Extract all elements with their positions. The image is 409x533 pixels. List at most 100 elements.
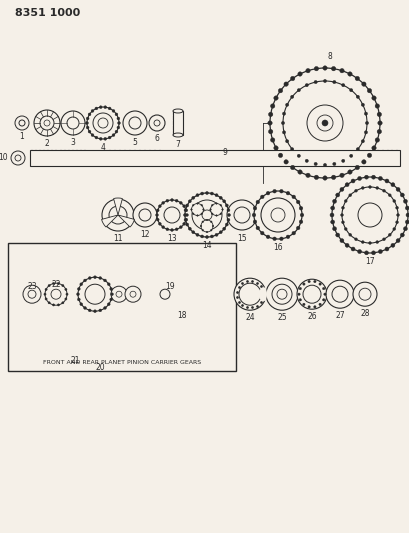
Circle shape xyxy=(313,280,315,282)
Circle shape xyxy=(44,120,50,126)
Circle shape xyxy=(348,194,351,197)
Circle shape xyxy=(156,209,159,212)
Circle shape xyxy=(215,193,218,197)
Circle shape xyxy=(117,122,120,124)
Circle shape xyxy=(65,288,67,290)
Circle shape xyxy=(318,303,321,305)
Circle shape xyxy=(349,88,352,92)
Circle shape xyxy=(313,305,315,308)
Bar xyxy=(30,150,399,166)
Circle shape xyxy=(360,140,364,143)
Circle shape xyxy=(188,227,191,230)
Circle shape xyxy=(299,206,302,210)
Circle shape xyxy=(297,170,301,174)
Circle shape xyxy=(297,72,301,76)
Circle shape xyxy=(260,231,263,235)
Circle shape xyxy=(200,225,201,227)
Text: FRONT AND REAR PLANET PINION CARRIER GEARS: FRONT AND REAR PLANET PINION CARRIER GEA… xyxy=(43,360,200,365)
Circle shape xyxy=(313,67,318,71)
Circle shape xyxy=(313,80,317,84)
Text: 18: 18 xyxy=(177,311,186,320)
Circle shape xyxy=(350,247,354,251)
Circle shape xyxy=(83,306,86,309)
Circle shape xyxy=(374,104,379,108)
Circle shape xyxy=(162,201,164,204)
Circle shape xyxy=(272,237,276,240)
Circle shape xyxy=(296,200,299,204)
Circle shape xyxy=(322,298,324,301)
Ellipse shape xyxy=(173,133,182,137)
Circle shape xyxy=(108,136,111,139)
Circle shape xyxy=(313,163,317,166)
Text: 25: 25 xyxy=(276,313,286,322)
Circle shape xyxy=(285,235,289,239)
Circle shape xyxy=(371,251,375,255)
Circle shape xyxy=(368,185,371,188)
Circle shape xyxy=(88,130,91,133)
Circle shape xyxy=(205,191,208,195)
Circle shape xyxy=(402,227,407,231)
Circle shape xyxy=(260,195,263,199)
Text: 8: 8 xyxy=(327,52,332,61)
Circle shape xyxy=(110,293,113,296)
Circle shape xyxy=(45,298,47,300)
Circle shape xyxy=(376,130,381,134)
Circle shape xyxy=(225,223,228,226)
Circle shape xyxy=(202,210,211,220)
Circle shape xyxy=(91,109,94,112)
Circle shape xyxy=(358,288,370,300)
Circle shape xyxy=(299,220,302,223)
Circle shape xyxy=(222,200,225,203)
Circle shape xyxy=(15,155,21,161)
Circle shape xyxy=(102,199,134,231)
Circle shape xyxy=(109,206,127,224)
Circle shape xyxy=(157,200,187,230)
Circle shape xyxy=(254,191,301,239)
Text: 27: 27 xyxy=(335,311,344,320)
Circle shape xyxy=(200,192,203,195)
Circle shape xyxy=(323,79,326,83)
Circle shape xyxy=(185,204,188,207)
Circle shape xyxy=(341,206,344,209)
Circle shape xyxy=(188,200,191,203)
Circle shape xyxy=(375,187,378,189)
Circle shape xyxy=(374,138,379,142)
Circle shape xyxy=(190,209,192,211)
Circle shape xyxy=(332,163,335,166)
Text: 11: 11 xyxy=(113,234,122,243)
Circle shape xyxy=(66,293,68,295)
Circle shape xyxy=(51,289,61,299)
Circle shape xyxy=(364,251,368,255)
Circle shape xyxy=(133,203,157,227)
Circle shape xyxy=(99,106,102,109)
Circle shape xyxy=(357,176,361,181)
Circle shape xyxy=(368,241,371,245)
Bar xyxy=(8,243,236,371)
Circle shape xyxy=(285,103,288,107)
Circle shape xyxy=(332,227,336,231)
Circle shape xyxy=(285,140,288,143)
Circle shape xyxy=(387,233,390,236)
Circle shape xyxy=(175,228,178,231)
Circle shape xyxy=(297,154,300,157)
Circle shape xyxy=(307,280,310,282)
Circle shape xyxy=(283,82,288,86)
Circle shape xyxy=(191,200,221,230)
Circle shape xyxy=(191,196,194,199)
Circle shape xyxy=(341,187,397,243)
Circle shape xyxy=(160,289,170,299)
Circle shape xyxy=(34,110,60,136)
Circle shape xyxy=(270,138,274,142)
Circle shape xyxy=(273,96,278,100)
Circle shape xyxy=(99,138,102,140)
Circle shape xyxy=(395,206,398,209)
Circle shape xyxy=(212,225,213,227)
Text: 21: 21 xyxy=(70,356,80,365)
Circle shape xyxy=(360,103,364,107)
Circle shape xyxy=(331,177,407,253)
Circle shape xyxy=(98,118,108,128)
Circle shape xyxy=(103,138,106,140)
Circle shape xyxy=(179,226,182,229)
Circle shape xyxy=(323,164,326,167)
Circle shape xyxy=(99,309,101,312)
